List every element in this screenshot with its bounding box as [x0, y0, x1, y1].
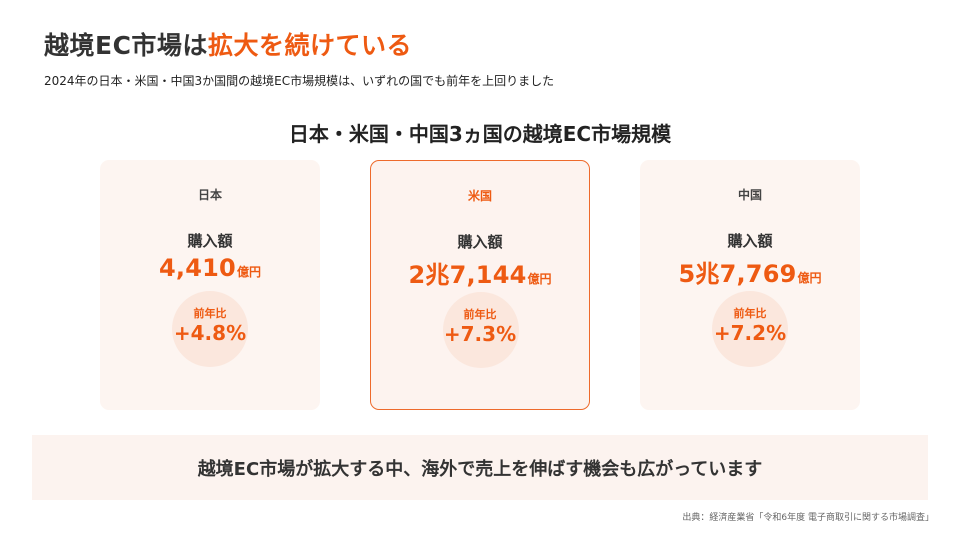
page-title: 越境EC市場は拡大を続けている [44, 26, 412, 62]
page-title-accent: 拡大を続けている [207, 31, 412, 60]
amount-value: 5兆7,769億円 [640, 254, 860, 289]
yoy-label: 前年比 [733, 307, 767, 320]
country-label: 中国 [737, 188, 762, 202]
banner-text: 越境EC市場が拡大する中、海外で売上を伸ばす機会も広がっています [197, 459, 763, 480]
amount-label: 購入額 [457, 233, 503, 251]
page-title-main: 越境EC市場は [44, 31, 208, 60]
amount-label: 購入額 [187, 232, 233, 250]
card-china: 中国 購入額 5兆7,769億円 前年比 +7.2% [640, 160, 860, 410]
yoy-circle [443, 292, 519, 368]
amount-number: 5兆7,769 [678, 260, 797, 288]
yoy-value: +4.8% [173, 321, 247, 345]
section-title: 日本・米国・中国3ヵ国の越境EC市場規模 [288, 122, 672, 146]
yoy-value: +7.3% [443, 322, 517, 346]
amount-value: 2兆7,144億円 [371, 255, 589, 290]
amount-unit: 億円 [527, 272, 552, 286]
amount-unit: 億円 [236, 265, 261, 279]
amount-value: 4,410億円 [100, 254, 320, 282]
yoy-value: +7.2% [713, 321, 787, 345]
yoy-circle [712, 291, 788, 367]
yoy-label: 前年比 [463, 308, 497, 321]
amount-number: 4,410 [159, 254, 236, 282]
yoy-circle [172, 291, 248, 367]
page-subtitle: 2024年の日本・米国・中国3か国間の越境EC市場規模は、いずれの国でも前年を上… [44, 74, 555, 88]
country-label: 日本 [197, 188, 222, 202]
yoy-label: 前年比 [193, 307, 227, 320]
amount-number: 2兆7,144 [408, 261, 527, 289]
card-usa: 米国 購入額 2兆7,144億円 前年比 +7.3% [370, 160, 590, 410]
card-japan: 日本 購入額 4,410億円 前年比 +4.8% [100, 160, 320, 410]
amount-label: 購入額 [727, 232, 773, 250]
market-cards: 日本 購入額 4,410億円 前年比 +4.8% 米国 購入額 2兆7,144億… [100, 160, 860, 410]
summary-banner: 越境EC市場が拡大する中、海外で売上を伸ばす機会も広がっています [32, 435, 928, 500]
amount-unit: 億円 [797, 271, 822, 285]
country-label: 米国 [467, 189, 492, 203]
source-note: 出典：経済産業省「令和6年度 電子商取引に関する市場調査」 [682, 513, 934, 523]
